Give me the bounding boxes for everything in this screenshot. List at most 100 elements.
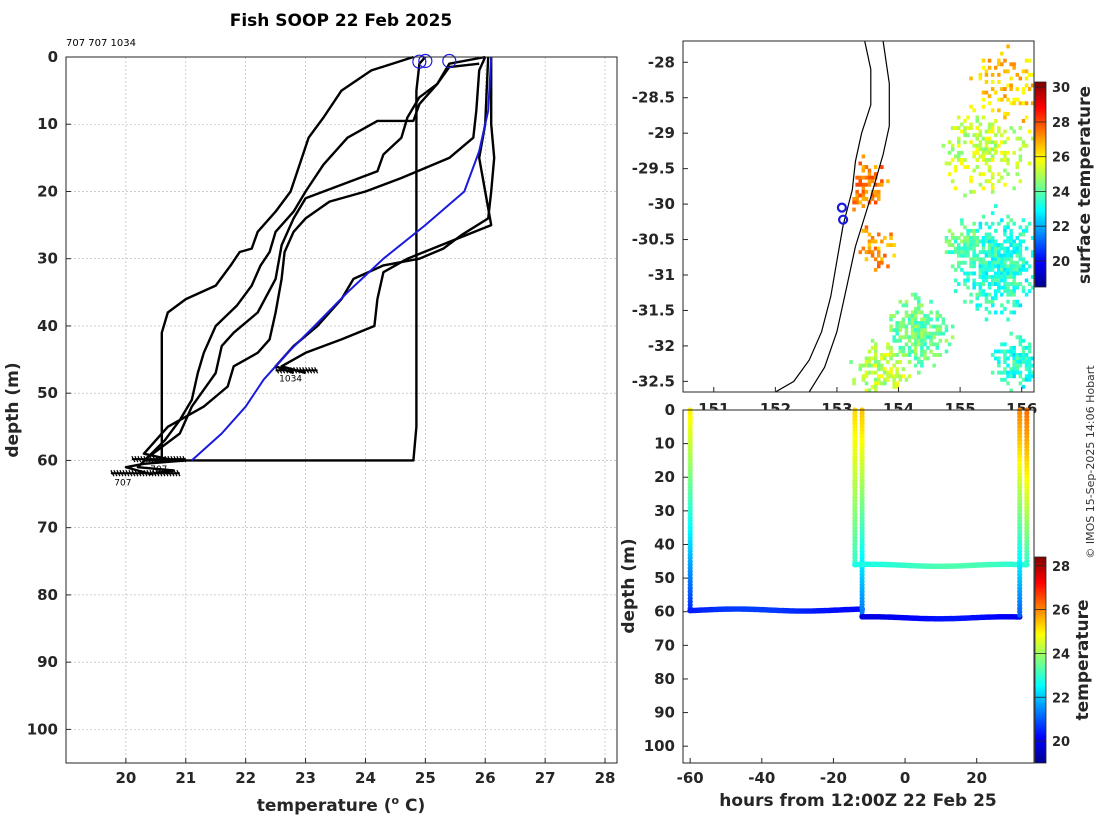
sst-cell — [953, 236, 958, 240]
sst-cell — [1015, 360, 1019, 364]
sst-cell — [941, 321, 946, 325]
sst-cell — [981, 260, 986, 265]
sst-cell — [1009, 271, 1013, 276]
sst-colorbar-ticks: 20 22 24 26 28 30 — [1035, 81, 1070, 270]
sst-cell — [1009, 370, 1013, 375]
sst-cell — [870, 236, 875, 240]
sst-cell — [932, 331, 936, 336]
sst-cell — [1027, 72, 1032, 77]
y-tick-label: 60 — [37, 451, 58, 469]
sst-cell — [1030, 363, 1034, 368]
sst-cell — [972, 243, 976, 247]
sst-cell — [1024, 360, 1029, 364]
sst-cell — [1003, 228, 1007, 233]
sst-cell — [975, 119, 979, 123]
sst-cell — [966, 165, 970, 169]
sst-cell — [981, 278, 986, 283]
sst-cell — [1000, 140, 1004, 145]
sst-cell — [997, 243, 1001, 247]
sst-cell — [1012, 310, 1016, 315]
sst-cell — [864, 360, 869, 364]
sst-cell — [1009, 243, 1013, 247]
sst-cell — [895, 381, 899, 386]
sst-cell — [864, 175, 869, 180]
sst-cell — [990, 370, 995, 375]
sst-cell — [867, 363, 872, 368]
sst-cell — [969, 243, 973, 247]
sst-cell — [960, 129, 964, 134]
sst-cell — [1003, 140, 1007, 145]
sst-cell — [960, 158, 964, 162]
sst-cell — [886, 179, 890, 184]
sst-cell — [978, 303, 983, 308]
sst-cell — [861, 377, 866, 382]
sst-cell — [990, 140, 995, 145]
sst-cell — [1003, 87, 1007, 91]
sst-cell — [963, 299, 967, 304]
sst-cell — [920, 349, 924, 354]
sst-cell — [981, 104, 986, 109]
sst-cell — [877, 246, 881, 251]
sst-cell — [1021, 90, 1026, 95]
sst-cell — [910, 335, 915, 340]
sst-cell — [920, 331, 924, 336]
section-x-tick-label: 20 — [966, 769, 987, 787]
sst-cell — [1015, 370, 1019, 375]
map-y-tick-label: -30 — [648, 195, 675, 213]
sst-cell — [1009, 374, 1013, 379]
sst-cell — [981, 214, 986, 219]
sst-cell — [990, 186, 995, 191]
sst-cell — [892, 243, 896, 247]
sst-cell — [963, 129, 967, 134]
sst-cell — [889, 243, 893, 247]
sst-cell — [984, 136, 989, 141]
sst-cell — [883, 367, 887, 372]
sst-cell — [941, 143, 946, 148]
sst-cell — [1003, 264, 1007, 269]
sst-cell — [1018, 179, 1023, 184]
sst-cell — [913, 324, 918, 329]
sst-cell — [877, 250, 881, 255]
sst-cell — [1030, 285, 1034, 290]
sst-cell — [987, 136, 992, 141]
sst-cell — [861, 363, 866, 368]
sst-cell — [877, 381, 881, 386]
sst-cell — [981, 289, 986, 294]
sst-cell — [981, 243, 986, 247]
sst-cell — [990, 129, 995, 134]
sst-cell — [947, 243, 952, 247]
sst-cell — [917, 328, 921, 333]
sst-cell — [1018, 76, 1023, 81]
sst-cell — [895, 370, 899, 375]
sst-cell — [984, 69, 989, 74]
sst-cell — [1003, 58, 1007, 63]
sst-cell — [1012, 278, 1016, 283]
sst-cell — [917, 360, 921, 364]
sst-cell — [920, 353, 924, 357]
sst-cell — [984, 253, 989, 258]
sst-cell — [864, 189, 869, 194]
sst-cell — [957, 150, 961, 155]
sst-cell — [1018, 370, 1023, 375]
sst-cell — [920, 342, 924, 347]
sst-cell — [966, 253, 970, 258]
sst-cell — [1009, 239, 1013, 244]
sst-cell — [957, 253, 961, 258]
sst-cell — [984, 150, 989, 155]
sst-cell — [861, 182, 866, 187]
section-y-tick-label: 70 — [654, 636, 675, 654]
sst-cell — [975, 236, 979, 240]
sst-cell — [981, 236, 986, 240]
sst-cell — [990, 275, 995, 279]
sst-cell — [972, 143, 976, 148]
sst-cell — [987, 275, 992, 279]
sst-cell — [953, 289, 958, 294]
sst-cell — [864, 250, 869, 255]
sst-cell — [972, 253, 976, 258]
sst-cell — [870, 197, 875, 201]
sst-cell — [864, 381, 869, 386]
sst-cell — [978, 133, 983, 138]
sst-cell — [972, 282, 976, 286]
sst-cell — [886, 370, 890, 375]
